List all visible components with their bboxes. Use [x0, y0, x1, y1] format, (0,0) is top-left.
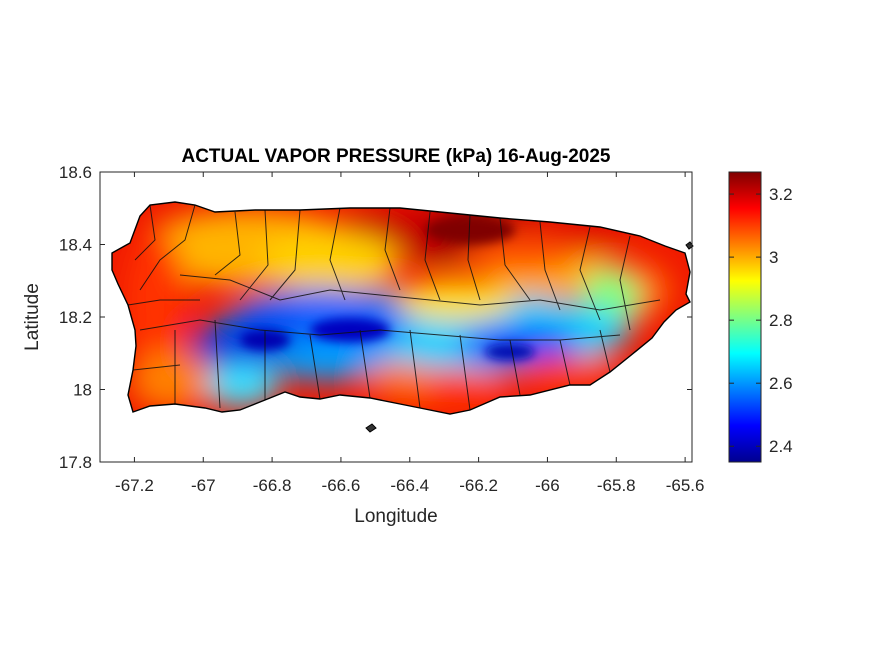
- colorbar: [728, 171, 762, 463]
- x-tick-label: -65.8: [597, 476, 636, 495]
- x-tick-label: -66.6: [322, 476, 361, 495]
- x-axis-label: Longitude: [354, 506, 437, 527]
- colorbar-tick-label: 3.2: [769, 185, 793, 204]
- y-axis-label: Latitude: [22, 283, 43, 351]
- colorbar-ticks: 2.4 2.6 2.8 3 3.2: [729, 185, 793, 456]
- y-tick-label: 18.4: [59, 236, 92, 255]
- x-tick-label: -65.6: [666, 476, 705, 495]
- y-tick-label: 17.8: [59, 453, 92, 472]
- eastern-islets: [685, 241, 694, 250]
- x-tick-label: -66.2: [459, 476, 498, 495]
- chart-title: ACTUAL VAPOR PRESSURE (kPa) 16-Aug-2025: [181, 146, 610, 167]
- y-tick-label: 18: [73, 381, 92, 400]
- y-tick-label: 18.2: [59, 308, 92, 327]
- colorbar-tick-label: 2.8: [769, 311, 793, 330]
- y-tick-label: 18.6: [59, 163, 92, 182]
- x-tick-label: -67: [191, 476, 216, 495]
- x-tick-label: -67.2: [115, 476, 154, 495]
- vapor-pressure-field: [112, 202, 690, 414]
- municipal-boundaries: [127, 204, 661, 411]
- x-tick-label: -66.4: [390, 476, 429, 495]
- y-axis: 17.8 18 18.2 18.4 18.6: [59, 163, 692, 472]
- x-tick-label: -66.8: [253, 476, 292, 495]
- caja-de-muertos-islet: [365, 423, 377, 433]
- x-tick-label: -66: [535, 476, 560, 495]
- colorbar-tick-label: 3: [769, 248, 778, 267]
- x-axis: -67.2 -67 -66.8 -66.6 -66.4 -66.2 -66 -65.8 -65.…: [115, 172, 704, 495]
- colorbar-tick-label: 2.6: [769, 374, 793, 393]
- colorbar-tick-label: 2.4: [769, 437, 793, 456]
